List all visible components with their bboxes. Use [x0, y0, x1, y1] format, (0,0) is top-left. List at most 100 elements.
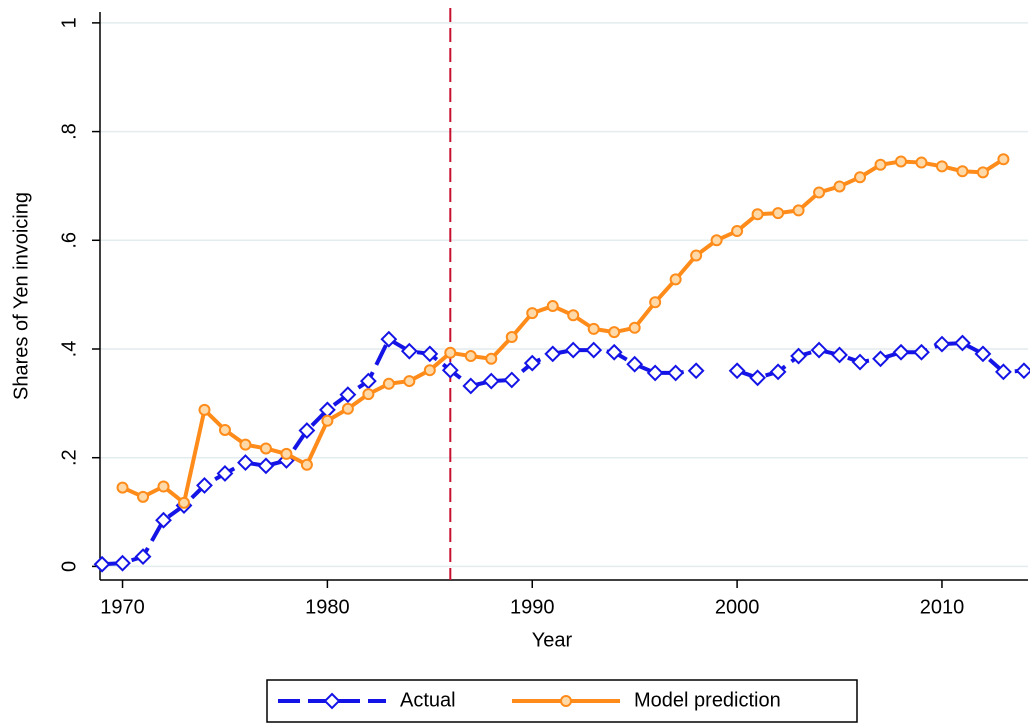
x-tick-label: 1980: [305, 596, 350, 618]
point-marker: [216, 465, 234, 482]
legend-box: [266, 679, 858, 723]
point-marker: [690, 249, 703, 262]
point-marker: [137, 490, 150, 503]
point-marker: [485, 352, 498, 365]
point-marker: [851, 353, 869, 371]
x-tick-label: 2010: [920, 596, 965, 618]
point-marker: [526, 307, 539, 320]
x-tick-label: 2000: [715, 596, 760, 618]
point-marker: [831, 346, 848, 364]
point-marker: [933, 335, 951, 353]
point-marker: [441, 361, 459, 379]
point-marker: [196, 477, 213, 494]
point-marker: [731, 225, 744, 238]
point-marker: [462, 377, 480, 395]
x-tick-label: 1990: [510, 596, 555, 618]
x-tick-label: 1970: [100, 596, 145, 618]
legend-marker: [560, 695, 572, 707]
point-marker: [134, 548, 152, 566]
point-marker: [298, 422, 316, 439]
point-marker: [218, 423, 231, 436]
point-marker: [544, 345, 562, 363]
series-line: [121, 157, 1005, 505]
point-marker: [259, 442, 272, 455]
point-marker: [400, 342, 418, 360]
point-marker: [403, 375, 416, 388]
point-marker: [646, 364, 664, 382]
point-marker: [608, 326, 621, 339]
point-marker: [854, 171, 867, 184]
point-marker: [874, 158, 887, 171]
point-marker: [913, 343, 930, 361]
point-marker: [564, 341, 582, 359]
point-marker: [935, 160, 948, 173]
point-marker: [339, 386, 357, 404]
point-marker: [300, 458, 313, 471]
point-marker: [321, 414, 334, 427]
point-marker: [114, 554, 131, 572]
point-marker: [995, 363, 1012, 381]
point-marker: [341, 402, 354, 415]
point-marker: [915, 156, 928, 169]
point-marker: [567, 309, 580, 322]
point-marker: [749, 369, 767, 387]
point-marker: [177, 496, 190, 509]
point-marker: [237, 454, 254, 472]
point-marker: [790, 347, 807, 365]
point-marker: [239, 438, 252, 451]
y-tick-label: 0: [58, 561, 80, 572]
point-marker: [833, 180, 846, 193]
point-marker: [280, 447, 293, 460]
point-marker: [772, 207, 785, 220]
point-marker: [587, 322, 600, 335]
point-marker: [626, 355, 644, 373]
point-marker: [710, 234, 723, 247]
point-marker: [892, 343, 910, 361]
point-marker: [728, 362, 746, 380]
point-marker: [523, 354, 541, 372]
point-marker: [503, 371, 521, 389]
y-tick-label: .8: [58, 123, 80, 140]
point-marker: [956, 165, 969, 178]
point-marker: [423, 364, 436, 377]
legend-marker: [323, 692, 341, 710]
x-axis-label: Year: [532, 629, 573, 651]
point-marker: [649, 296, 662, 309]
point-marker: [894, 155, 907, 168]
point-marker: [546, 300, 559, 313]
point-marker: [155, 511, 172, 529]
point-marker: [997, 153, 1010, 166]
point-marker: [954, 334, 971, 352]
point-marker: [1015, 362, 1030, 380]
point-marker: [872, 350, 889, 368]
y-tick-label: 1: [58, 17, 80, 28]
point-marker: [157, 480, 170, 493]
point-marker: [974, 345, 992, 363]
point-marker: [359, 372, 377, 390]
point-marker: [444, 346, 457, 359]
point-marker: [605, 343, 623, 361]
y-tick-label: .4: [58, 341, 80, 358]
point-marker: [769, 363, 787, 381]
point-marker: [667, 364, 685, 382]
point-marker: [792, 204, 805, 217]
legend-label: Model prediction: [634, 689, 781, 711]
point-marker: [362, 388, 375, 401]
point-marker: [810, 341, 828, 359]
point-marker: [505, 331, 518, 344]
point-marker: [116, 481, 129, 494]
point-marker: [464, 350, 477, 363]
point-marker: [669, 273, 682, 286]
point-marker: [585, 341, 603, 359]
point-marker: [628, 321, 641, 334]
point-marker: [751, 208, 764, 221]
y-axis-label: Shares of Yen invoicing: [10, 192, 32, 400]
point-marker: [257, 457, 275, 475]
point-marker: [198, 403, 211, 416]
point-marker: [421, 345, 439, 363]
point-marker: [380, 330, 398, 348]
point-marker: [813, 186, 826, 199]
series-line: [101, 337, 1025, 567]
legend-label: Actual: [400, 689, 456, 711]
